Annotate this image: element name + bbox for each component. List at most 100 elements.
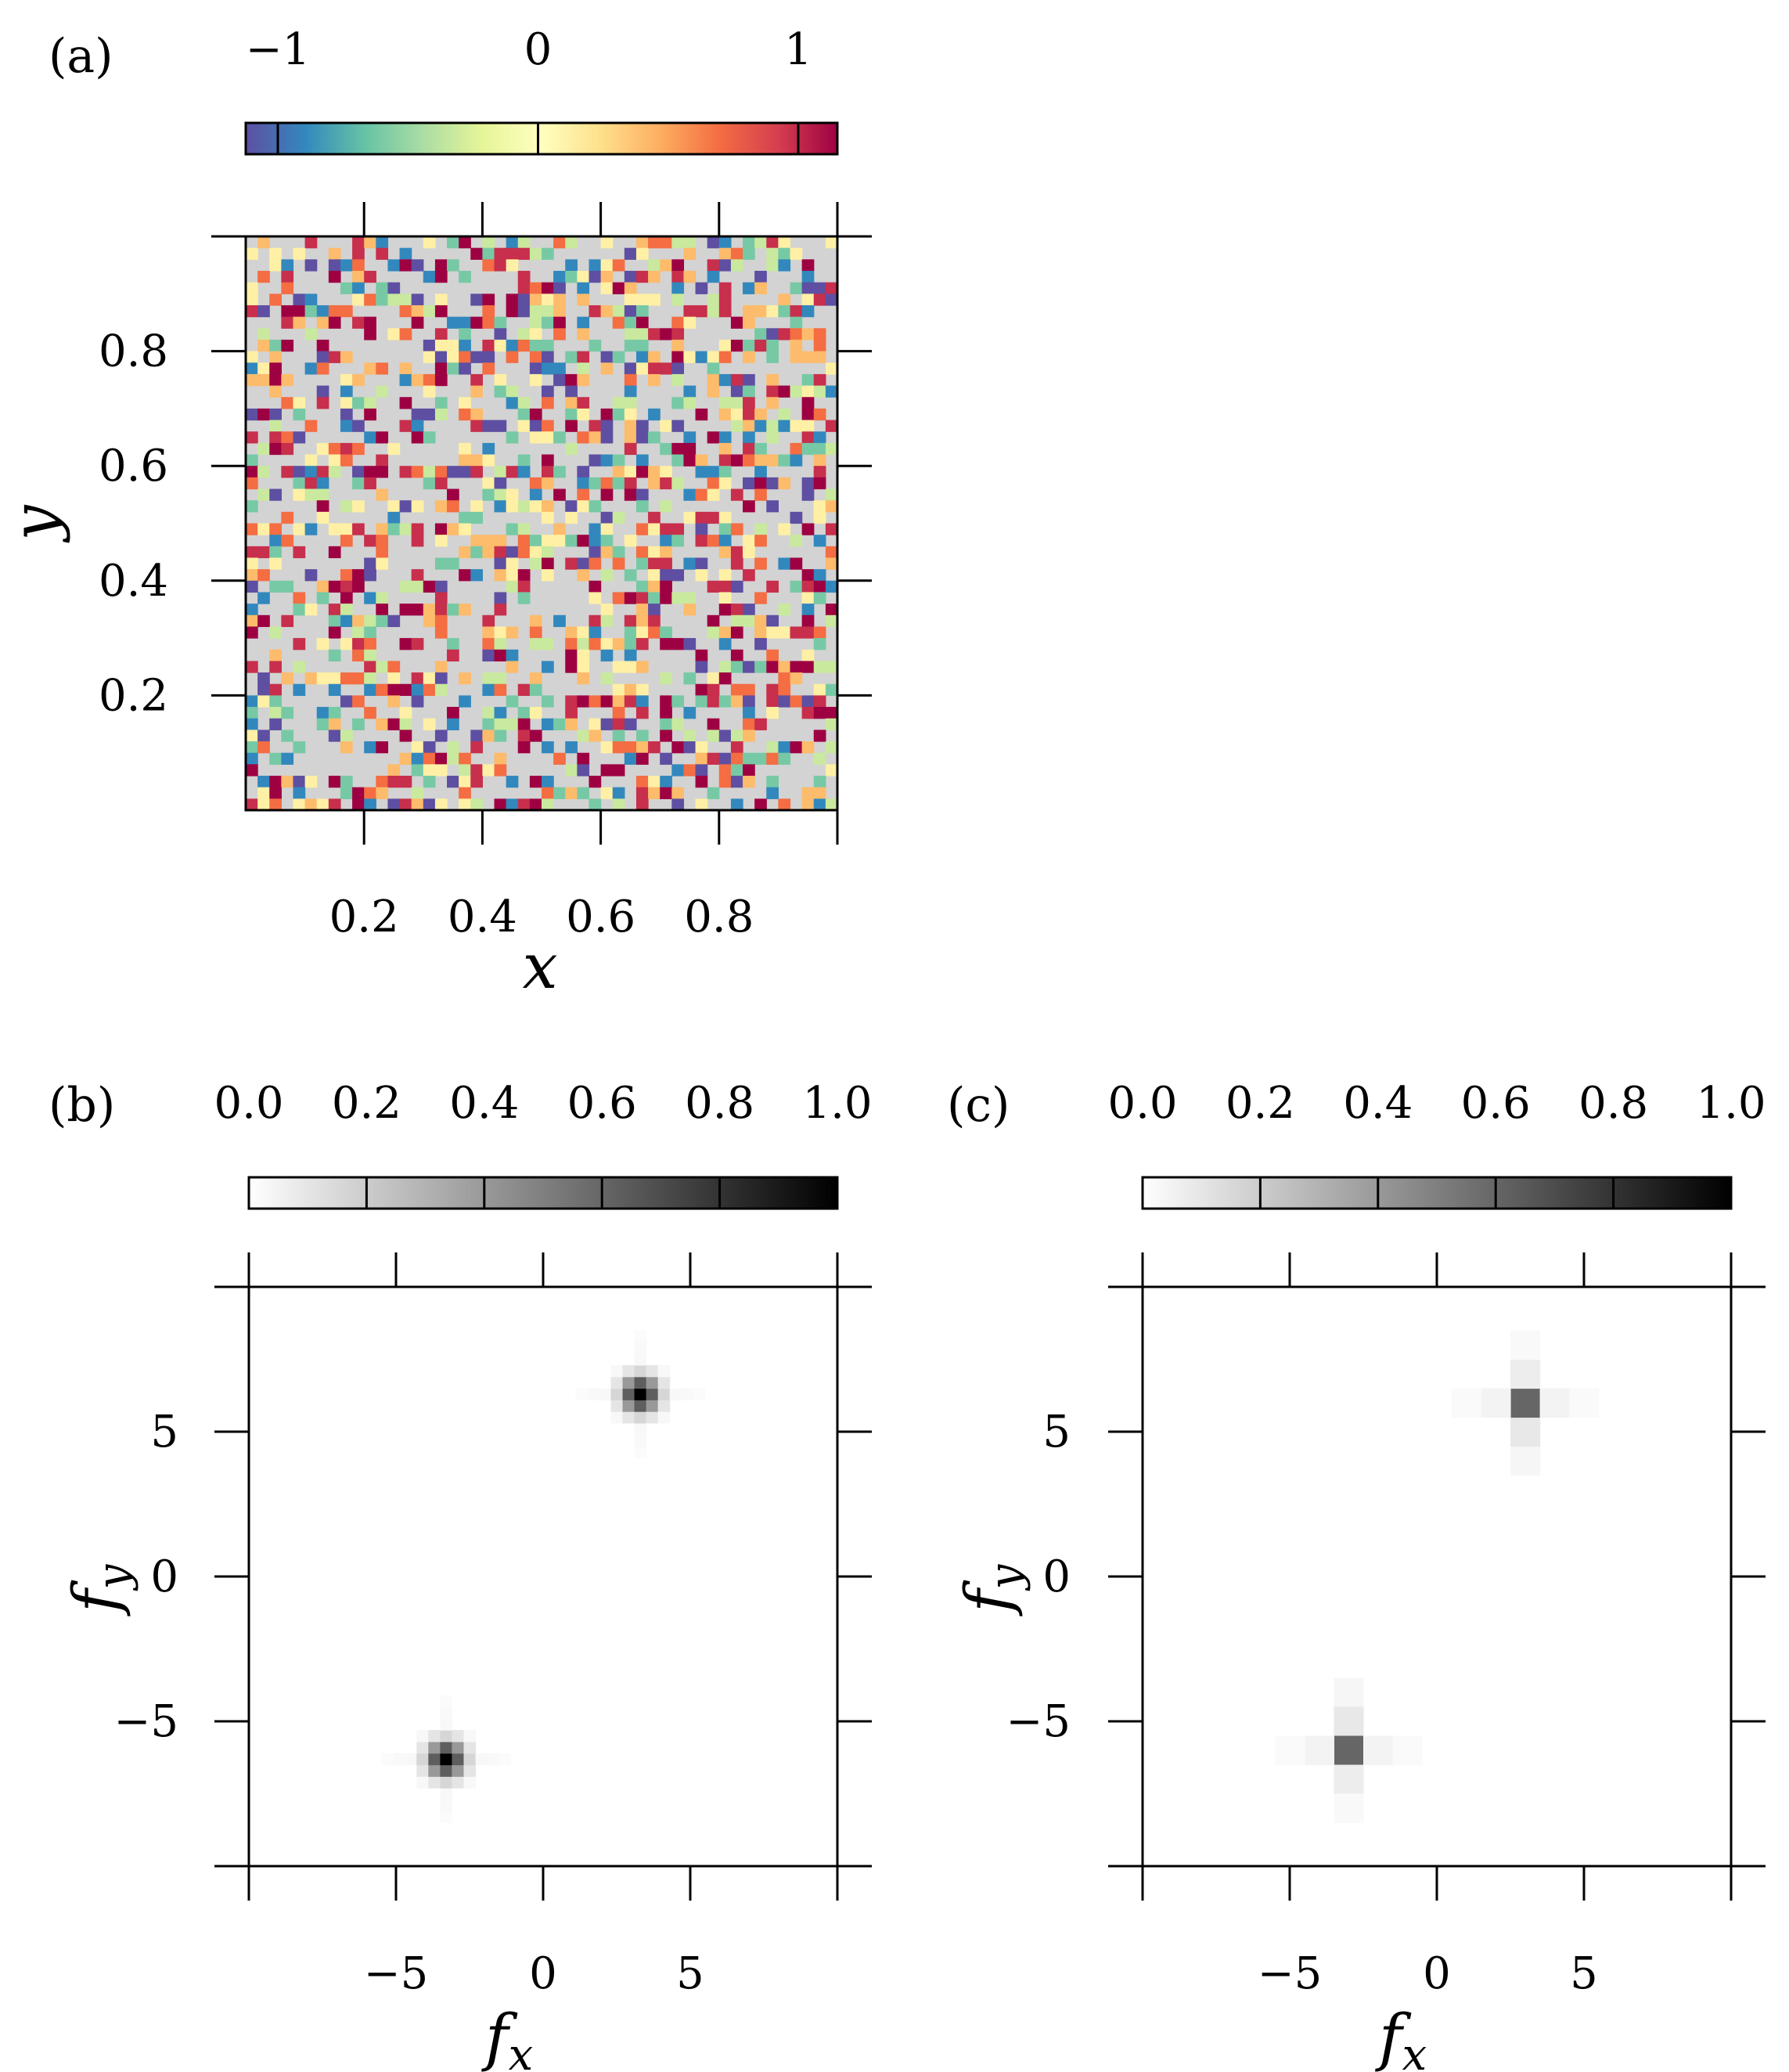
heatmap-cell [600,431,614,444]
heatmap-cell [257,270,270,283]
heatmap-cell [635,592,649,604]
heatmap-cell [671,316,685,329]
heatmap-cell [340,408,353,421]
heatmap-cell [707,752,720,765]
heatmap-cell [494,535,507,547]
y-tick-label: 0.4 [99,556,168,607]
heatmap-cell [340,304,353,318]
heatmap-cell [683,397,697,409]
heatmap-cell [434,351,448,363]
heatmap-cell [399,730,412,742]
heatmap-cell [316,500,329,513]
heatmap-cell [459,466,471,478]
heatmap-cell [428,1753,441,1766]
heatmap-cell [434,408,448,421]
heatmap-cell [683,247,697,260]
heatmap-cell [434,535,448,547]
heatmap-cell [447,488,459,501]
heatmap-cell [281,730,294,742]
heatmap-cell [399,259,412,272]
heatmap-cell [612,730,625,742]
heatmap-cell [612,397,625,409]
heatmap-cell [316,466,329,478]
heatmap-cell [328,270,341,283]
heatmap-cell [440,1718,453,1731]
heatmap-cell [589,304,602,318]
heatmap-cell [316,707,329,719]
heatmap-cell [494,316,507,329]
heatmap-cell [328,649,341,662]
heatmap-cell [506,339,519,352]
heatmap-cell [506,546,519,559]
heatmap-cell [470,420,483,432]
heatmap-cell [387,259,401,272]
heatmap-cell [1334,1706,1364,1737]
heatmap-cell [577,626,590,639]
heatmap-cell [269,649,282,662]
x-tick-label: −5 [1258,1948,1323,1999]
heatmap-cell [494,557,507,570]
heatmap-cell [634,1411,647,1424]
x-tick-label: 0.2 [329,892,399,942]
heatmap-cell [447,339,459,352]
heatmap-cell [316,385,329,398]
heatmap-cell [459,397,471,409]
heatmap-cell [718,282,732,294]
heatmap-cell [743,683,755,696]
heatmap-cell [506,580,519,593]
heatmap-cell [660,626,672,639]
heatmap-cell [423,798,436,810]
heatmap-cell [447,466,459,478]
heatmap-cell [635,294,649,306]
heatmap-cell [387,614,401,628]
heatmap-cell [423,351,436,363]
heatmap-cell [506,798,519,810]
heatmap-cell [743,385,755,398]
heatmap-cell [281,580,294,593]
heatmap-cell [589,614,602,628]
heatmap-cell [577,488,590,501]
heatmap-cell [624,420,637,432]
heatmap-cell [328,442,341,456]
heatmap-cell [542,511,554,524]
heatmap-cell [778,454,791,467]
heatmap-cell [635,557,649,570]
heatmap-cell [718,351,732,363]
heatmap-cell [648,294,661,306]
heatmap-cell [1481,1388,1511,1418]
heatmap-cell [470,535,483,547]
heatmap-cell [459,442,471,456]
heatmap-cell [610,1411,624,1424]
heatmap-cell [517,707,531,719]
heatmap-cell [634,1376,647,1389]
heatmap-cell [459,270,471,283]
heatmap-cell [434,477,448,490]
heatmap-cell [423,614,436,628]
heatmap-cell [517,270,531,283]
heatmap-cell [1334,1677,1364,1708]
y-axis-label-c: fy [952,1563,1031,1616]
heatmap-cell [660,695,672,708]
heatmap-cell [281,511,294,524]
heatmap-cell [778,626,791,639]
heatmap-cell [754,304,767,318]
heatmap-cell [517,730,531,742]
heatmap-cell [600,638,614,650]
y-tick-label: 0 [1042,1551,1071,1602]
heatmap-cell [494,247,507,260]
heatmap-cell [423,580,436,593]
heatmap-cell [387,328,401,341]
heatmap-cell [316,477,329,490]
heatmap-cell [730,385,743,398]
x-tick-label: 5 [676,1948,704,1999]
heatmap-cell [434,614,448,628]
heatmap-cell [648,546,661,559]
heatmap-cell [440,1788,453,1800]
heatmap-cell [743,569,755,582]
heatmap-cell [399,500,412,513]
heatmap-cell [340,523,353,535]
heatmap-cell [825,741,837,754]
heatmap-cell [635,614,649,628]
heatmap-cell [671,798,685,810]
heatmap-cell [470,511,483,524]
